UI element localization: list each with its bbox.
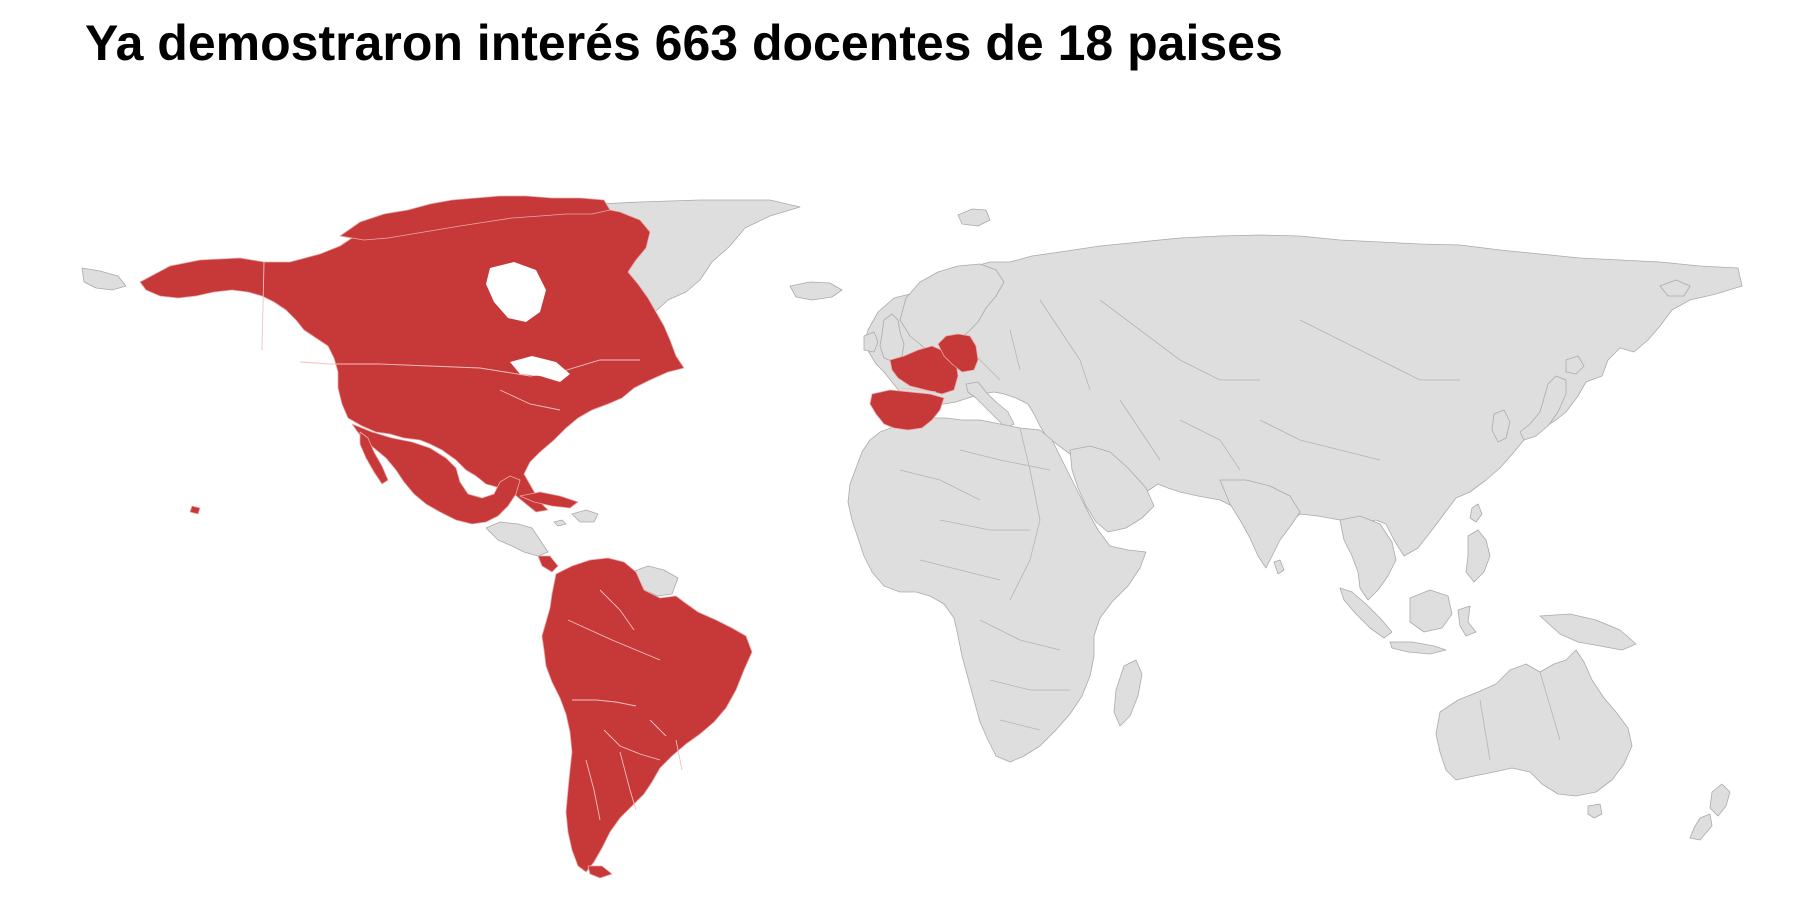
other-countries [81,199,1743,841]
hispaniola [571,509,599,523]
baja-california [359,431,389,485]
south-america [541,557,753,873]
arctic-islands [339,195,611,241]
mexico [351,423,521,525]
eurasia [863,234,1743,561]
page-title: Ya demostraron interés 663 docentes de 1… [85,15,1283,71]
new-zealand [1709,783,1731,817]
new-zealand-south [1689,813,1713,841]
cuba [519,491,579,509]
chukotka-west [81,267,127,291]
java [1389,641,1447,655]
japan [1519,375,1567,441]
philippines [1465,529,1491,583]
madagascar [1113,659,1143,727]
france [889,345,959,395]
spain [869,389,945,431]
arabia [1069,445,1155,533]
tasmania [1587,803,1603,819]
india [1219,479,1301,569]
far-east-islands [1659,279,1691,297]
borneo [1409,589,1453,633]
highlighted-countries [139,195,979,879]
great-lakes [510,356,570,382]
sumatra [1339,587,1393,639]
ireland [863,331,879,353]
iceland [789,281,843,301]
new-guinea [1539,613,1637,651]
germany [937,333,979,373]
korea [1491,409,1511,443]
central-america-grey [485,521,549,557]
tierra-del-fuego [587,865,613,879]
sri-lanka [1273,559,1285,575]
svalbard [957,208,991,227]
costa-rica [537,555,559,573]
highlighted-borders [261,261,937,821]
sulawesi [1457,605,1477,637]
jamaica [553,519,567,527]
country-borders [899,299,1561,761]
taiwan [1469,503,1483,523]
indochina [1339,515,1397,601]
hudson-bay [486,262,546,322]
africa [847,417,1147,763]
hawaii [189,505,201,515]
hokkaido [1565,355,1585,375]
great-britain [879,313,905,363]
australia [1435,649,1633,797]
